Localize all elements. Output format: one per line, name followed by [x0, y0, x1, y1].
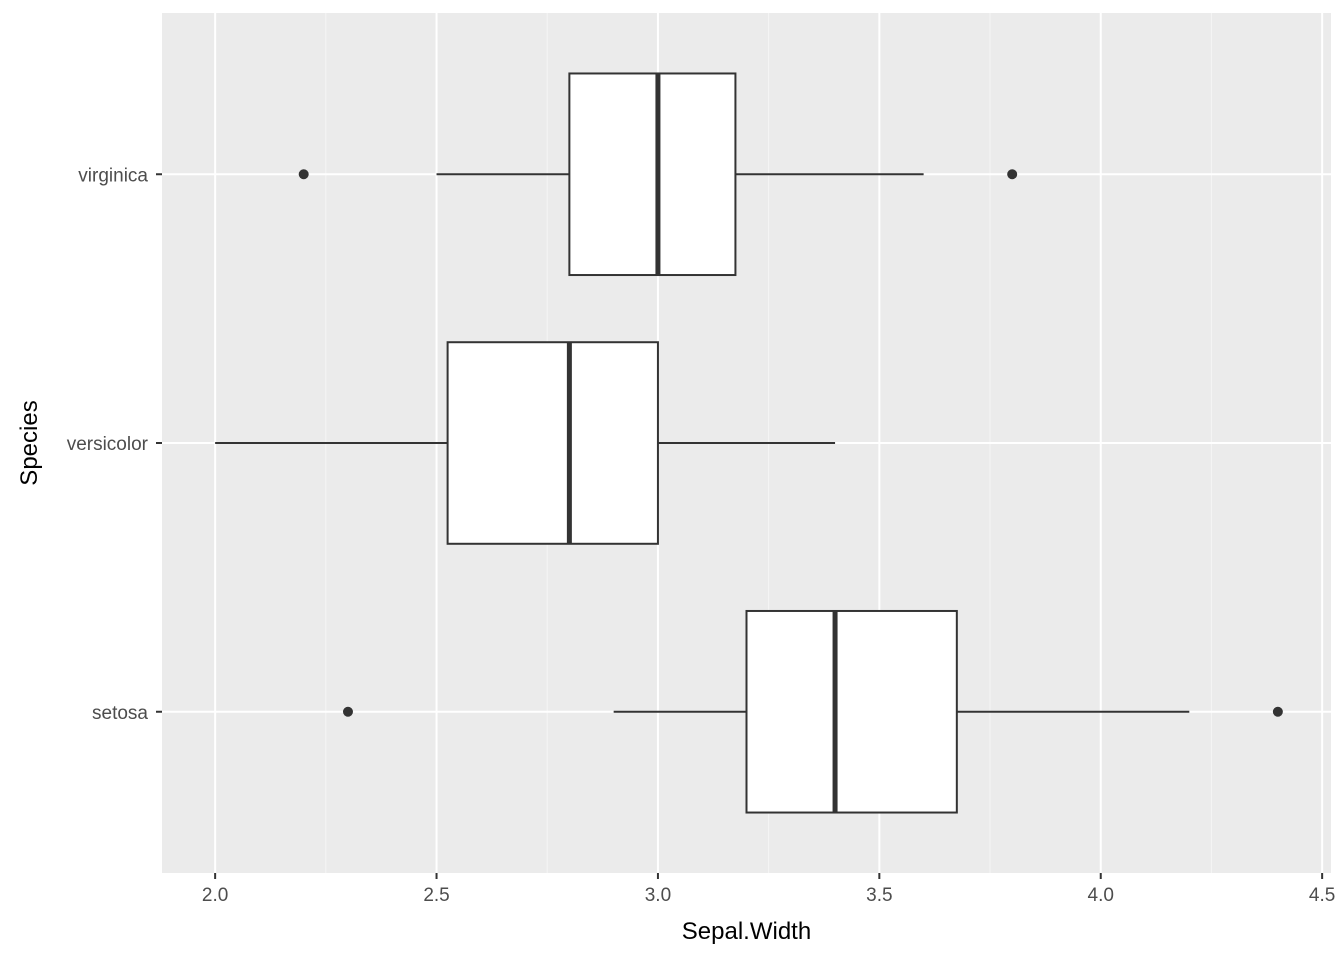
x-tick-label: 3.5 [866, 885, 892, 906]
box-layer [215, 72, 1283, 814]
y-tick-label: versicolor [67, 434, 149, 455]
x-tick-label: 2.0 [202, 885, 228, 906]
box-setosa [342, 609, 1283, 814]
x-axis: 2.0 2.5 3.0 3.5 4.0 4.5 [202, 873, 1335, 906]
y-tick-label: virginica [78, 165, 148, 186]
box-versicolor [215, 341, 836, 545]
x-axis-title: Sepal.Width [682, 918, 811, 945]
iqr-box [446, 341, 659, 545]
iqr-box [568, 72, 737, 277]
x-tick-label: 4.0 [1088, 885, 1114, 906]
x-tick-label: 3.0 [645, 885, 671, 906]
outlier-point [1007, 169, 1018, 180]
outlier-point [1272, 706, 1283, 717]
y-axis: setosa versicolor virginica [67, 165, 162, 724]
x-tick-label: 2.5 [423, 885, 449, 906]
outlier-point [342, 706, 353, 717]
iqr-box [745, 609, 958, 814]
box-virginica [298, 72, 1018, 277]
y-tick-label: setosa [92, 703, 148, 724]
y-axis-title: Species [16, 400, 43, 485]
x-tick-label: 4.5 [1309, 885, 1335, 906]
outlier-point [298, 169, 309, 180]
